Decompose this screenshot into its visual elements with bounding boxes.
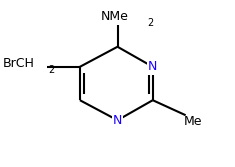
Text: N: N — [148, 60, 157, 73]
Text: 2: 2 — [48, 65, 55, 75]
Text: BrCH: BrCH — [2, 57, 34, 70]
Text: Me: Me — [183, 115, 202, 128]
Text: N: N — [113, 114, 122, 127]
Text: 2: 2 — [147, 18, 153, 28]
Text: NMe: NMe — [101, 10, 129, 23]
